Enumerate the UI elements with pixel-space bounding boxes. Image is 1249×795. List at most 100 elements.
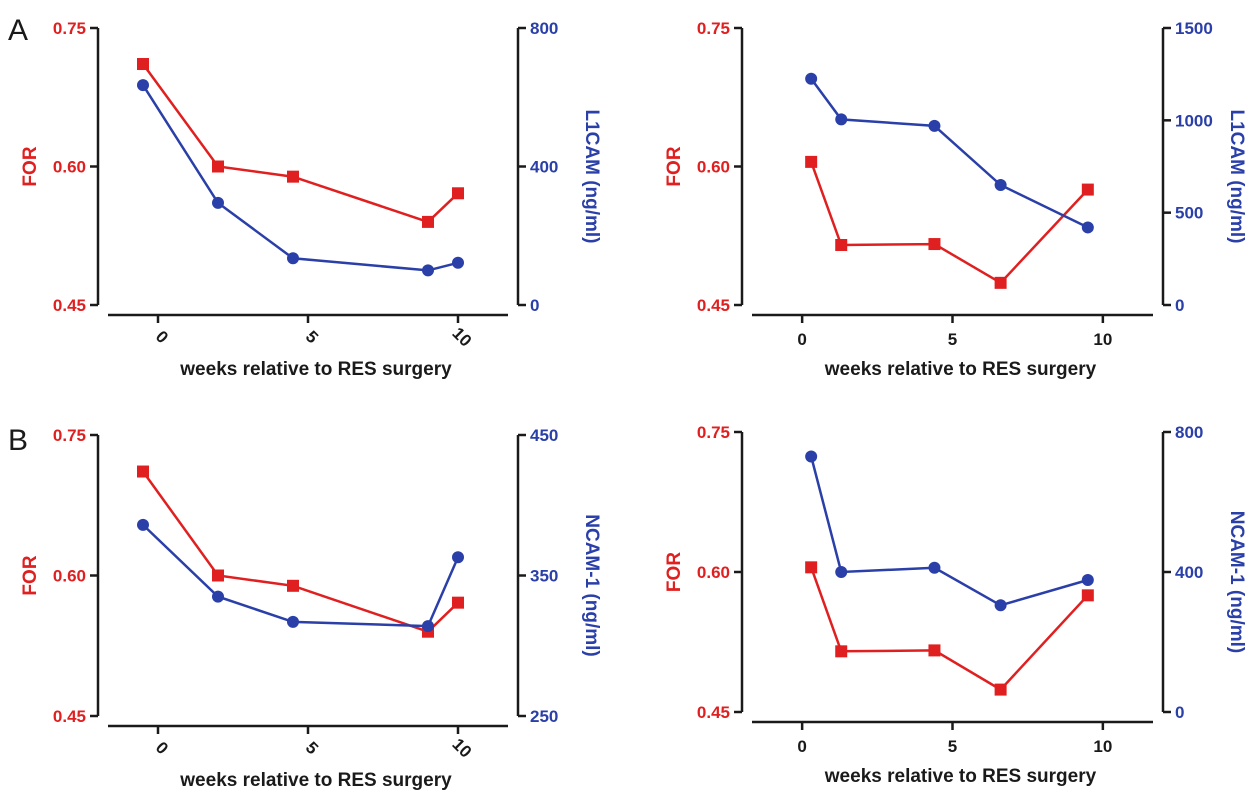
data-point-circle	[805, 451, 817, 463]
x-axis-title: weeks relative to RES surgery	[824, 359, 1097, 380]
series-line-left	[143, 64, 458, 222]
left-y-axis-title: FOR	[664, 146, 685, 186]
chart-top-left: 0.45 0.60 0.75 0 400 800 0 5 10 weeks relative to…	[20, 19, 602, 380]
data-point-square	[835, 645, 847, 657]
right-y-tick-label: 800	[1175, 423, 1203, 442]
left-y-tick-label: 0.60	[53, 567, 86, 586]
series-line-right	[811, 457, 1088, 606]
data-point-circle	[1082, 221, 1094, 233]
right-y-tick-label: 500	[1175, 204, 1203, 223]
left-y-tick-label: 0.60	[697, 158, 730, 177]
right-y-tick-label: 800	[530, 19, 558, 38]
x-tick-label: 5	[948, 330, 957, 349]
right-y-tick-label: 400	[1175, 563, 1203, 582]
right-y-tick-label: 1500	[1175, 19, 1213, 38]
series-line-right	[811, 79, 1088, 228]
left-y-tick-label: 0.45	[53, 707, 86, 726]
left-y-tick-label: 0.75	[697, 423, 730, 442]
panel-letter-b: B	[8, 424, 28, 457]
x-axis-title: weeks relative to RES surgery	[824, 766, 1097, 787]
x-tick-label: 0	[152, 327, 172, 347]
chart-bottom-left: 0.45 0.60 0.75 250 350 450 0 5 10 weeks relative …	[20, 426, 602, 791]
data-point-circle	[835, 113, 847, 125]
series-line-left	[811, 162, 1088, 283]
data-point-square	[1082, 184, 1094, 196]
chart-bottom-right: 0.45 0.60 0.75 0 400 800 0 5 10 weeks relative to…	[664, 423, 1247, 787]
right-y-tick-label: 400	[530, 158, 558, 177]
data-point-circle	[212, 197, 224, 209]
data-point-square	[928, 644, 940, 656]
data-point-circle	[835, 566, 847, 578]
data-point-square	[212, 161, 224, 173]
x-tick-label: 0	[797, 330, 806, 349]
left-y-tick-label: 0.45	[697, 703, 730, 722]
data-point-circle	[422, 264, 434, 276]
data-point-circle	[928, 120, 940, 132]
data-point-circle	[1082, 574, 1094, 586]
data-point-circle	[805, 73, 817, 85]
data-point-square	[287, 580, 299, 592]
x-tick-label: 10	[1093, 737, 1112, 756]
right-y-tick-label: 350	[530, 567, 558, 586]
x-axis-title: weeks relative to RES surgery	[179, 770, 452, 791]
x-tick-label: 5	[302, 738, 322, 758]
data-point-square	[212, 570, 224, 582]
right-y-tick-label: 0	[530, 296, 539, 315]
data-point-square	[422, 216, 434, 228]
left-y-tick-label: 0.60	[53, 158, 86, 177]
chart-top-right: 0.45 0.60 0.75 0 500 1000 1500 0 5 10 weeks relati…	[664, 19, 1247, 380]
data-point-square	[137, 58, 149, 70]
right-y-tick-label: 0	[1175, 296, 1184, 315]
right-y-axis-title: L1CAM (ng/ml)	[1226, 109, 1247, 243]
left-y-axis-title: FOR	[20, 555, 41, 595]
right-y-axis-title: NCAM-1 (ng/ml)	[581, 514, 602, 656]
right-y-tick-label: 1000	[1175, 111, 1213, 130]
data-point-circle	[212, 591, 224, 603]
data-point-square	[928, 238, 940, 250]
x-tick-label: 0	[152, 738, 172, 758]
series-line-right	[143, 525, 458, 626]
data-point-square	[805, 561, 817, 573]
charts-group: 0.45 0.60 0.75 0 400 800 0 5 10 weeks relative to…	[20, 19, 1247, 791]
data-point-circle	[287, 252, 299, 264]
right-y-tick-label: 450	[530, 426, 558, 445]
left-y-axis-title: FOR	[664, 552, 685, 592]
right-y-axis-title: NCAM-1 (ng/ml)	[1226, 511, 1247, 653]
series-line-left	[811, 567, 1088, 689]
left-y-tick-label: 0.45	[697, 296, 730, 315]
right-y-axis-title: L1CAM (ng/ml)	[581, 109, 602, 243]
data-point-circle	[995, 179, 1007, 191]
x-axis-title: weeks relative to RES surgery	[179, 359, 452, 380]
data-point-square	[452, 187, 464, 199]
left-y-axis-title: FOR	[20, 146, 41, 186]
data-point-square	[995, 277, 1007, 289]
right-y-tick-label: 250	[530, 707, 558, 726]
x-tick-label: 0	[797, 737, 806, 756]
data-point-circle	[995, 599, 1007, 611]
data-point-circle	[137, 79, 149, 91]
x-tick-label: 10	[1093, 330, 1112, 349]
data-point-square	[805, 156, 817, 168]
data-point-circle	[137, 519, 149, 531]
data-point-square	[995, 684, 1007, 696]
data-point-square	[452, 597, 464, 609]
data-point-square	[287, 171, 299, 183]
left-y-tick-label: 0.75	[53, 19, 86, 38]
series-line-left	[143, 472, 458, 632]
data-point-circle	[422, 620, 434, 632]
x-tick-label: 10	[448, 735, 475, 762]
data-point-square	[137, 466, 149, 478]
data-point-square	[835, 239, 847, 251]
left-y-tick-label: 0.75	[697, 19, 730, 38]
left-y-tick-label: 0.75	[53, 426, 86, 445]
x-tick-label: 10	[448, 324, 475, 351]
right-y-tick-label: 0	[1175, 703, 1184, 722]
data-point-circle	[287, 616, 299, 628]
series-line-right	[143, 85, 458, 270]
x-tick-label: 5	[302, 327, 322, 347]
left-y-tick-label: 0.45	[53, 296, 86, 315]
x-tick-label: 5	[948, 737, 957, 756]
left-y-tick-label: 0.60	[697, 563, 730, 582]
data-point-circle	[928, 562, 940, 574]
